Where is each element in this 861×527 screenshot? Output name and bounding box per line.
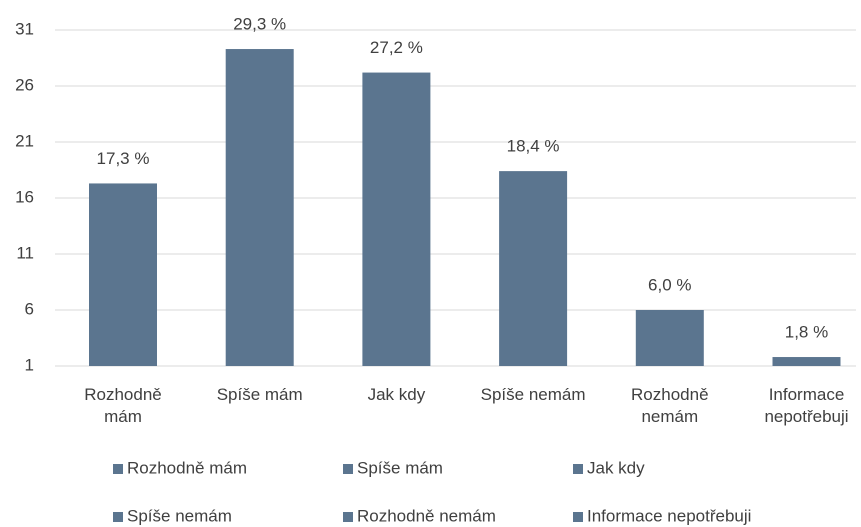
x-tick-label: Spíše mám bbox=[216, 385, 303, 404]
y-tick-label: 26 bbox=[15, 75, 34, 94]
y-tick-label: 31 bbox=[15, 19, 34, 38]
legend-swatch bbox=[573, 464, 583, 474]
x-tick-label: Informace nepotřebuji bbox=[764, 385, 849, 426]
y-tick-label: 1 bbox=[25, 355, 34, 374]
bar bbox=[635, 310, 704, 366]
bar bbox=[225, 49, 294, 366]
x-tick-label: Rozhodně mám bbox=[84, 385, 162, 426]
legend-label: Spíše mám bbox=[357, 458, 443, 477]
legend-label: Rozhodně mám bbox=[127, 458, 247, 477]
bar bbox=[89, 183, 157, 366]
legend-label: Jak kdy bbox=[587, 458, 645, 477]
legend-swatch bbox=[113, 464, 123, 474]
y-tick-label: 6 bbox=[25, 299, 34, 318]
legend-label: Spíše nemám bbox=[127, 506, 232, 525]
y-tick-label: 16 bbox=[15, 187, 34, 206]
legend-swatch bbox=[113, 512, 123, 522]
bar bbox=[362, 72, 431, 366]
y-tick-label: 11 bbox=[16, 243, 34, 262]
data-label: 27,2 % bbox=[370, 38, 423, 57]
bar bbox=[772, 357, 841, 366]
legend-swatch bbox=[343, 464, 353, 474]
x-tick-label: Jak kdy bbox=[367, 385, 426, 404]
data-label: 6,0 % bbox=[648, 275, 691, 294]
data-label: 29,3 % bbox=[233, 15, 286, 34]
x-tick-label: Rozhodně nemám bbox=[631, 385, 709, 426]
legend-label: Rozhodně nemám bbox=[357, 506, 496, 525]
legend-label: Informace nepotřebuji bbox=[587, 506, 751, 525]
legend-swatch bbox=[573, 512, 583, 522]
bar bbox=[499, 171, 568, 366]
legend-swatch bbox=[343, 512, 353, 522]
data-label: 1,8 % bbox=[785, 323, 828, 342]
x-tick-label: Spíše nemám bbox=[480, 385, 586, 404]
y-tick-label: 21 bbox=[15, 131, 34, 150]
data-label: 17,3 % bbox=[97, 149, 150, 168]
data-label: 18,4 % bbox=[507, 137, 560, 156]
